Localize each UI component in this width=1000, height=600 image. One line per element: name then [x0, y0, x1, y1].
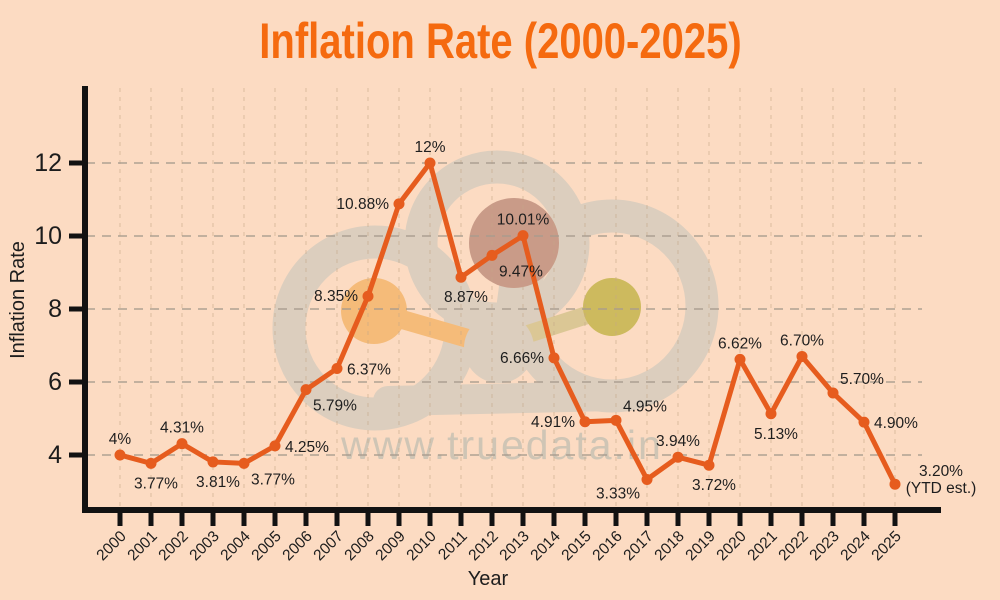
data-point: [362, 290, 374, 302]
data-point-label: 4.90%: [874, 415, 918, 432]
data-point-label: 5.79%: [313, 398, 357, 415]
data-point-label: 5.70%: [840, 371, 884, 388]
watermark-node-right: [583, 278, 641, 336]
data-point: [455, 271, 467, 283]
y-tick-label: 4: [48, 441, 62, 469]
y-tick-label: 8: [48, 295, 62, 323]
x-tick-label: 2001: [124, 528, 160, 564]
series-layer: [114, 157, 901, 490]
x-tick-label: 2014: [527, 528, 564, 565]
data-point: [486, 249, 498, 261]
data-point: [734, 353, 746, 365]
x-tick-label: 2005: [248, 528, 284, 564]
x-tick-label: 2007: [310, 528, 346, 564]
data-point-label: 5.13%: [754, 426, 798, 443]
data-point-label: 3.33%: [596, 485, 640, 502]
x-tick-label: 2024: [837, 528, 874, 565]
x-tick-label: 2020: [713, 528, 750, 565]
data-point-label: 4.91%: [531, 414, 575, 431]
data-point: [424, 157, 436, 169]
x-tick-label: 2012: [465, 528, 501, 564]
data-point: [517, 230, 529, 242]
data-point: [238, 457, 250, 469]
data-point-label: 3.77%: [134, 475, 178, 492]
data-point-label: 4.95%: [623, 398, 667, 415]
data-point: [145, 457, 157, 469]
data-point: [300, 384, 312, 396]
data-point: [703, 459, 715, 471]
data-point: [610, 414, 622, 426]
data-point: [579, 416, 591, 428]
data-point-label: 3.81%: [196, 474, 240, 491]
watermark-cloud-base: [373, 381, 629, 416]
data-point-label: 3.20%: [919, 463, 963, 480]
data-point: [796, 350, 808, 362]
data-point-label: 3.72%: [692, 477, 736, 494]
x-tick-label: 2017: [620, 528, 656, 564]
data-point-label: 3.77%: [251, 471, 295, 488]
data-point: [269, 440, 281, 452]
data-point-label: 6.37%: [347, 361, 391, 378]
watermark-text: www.truedata.in: [340, 422, 663, 468]
x-tick-label: 2016: [589, 528, 625, 564]
data-point-note: (YTD est.): [906, 480, 977, 497]
data-point: [548, 352, 560, 364]
x-tick-label: 2002: [155, 528, 191, 564]
data-point-label: 4%: [109, 431, 132, 448]
x-tick-label: 2011: [435, 528, 471, 564]
data-point-label: 10.88%: [336, 196, 389, 213]
data-point-label: 12%: [414, 139, 445, 156]
data-point: [858, 416, 870, 428]
data-point: [331, 362, 343, 374]
x-tick-label: 2018: [651, 528, 687, 564]
x-tick-label: 2023: [806, 528, 842, 564]
data-line: [117, 160, 898, 487]
x-tick-label: 2025: [868, 528, 904, 564]
data-point-label: 9.47%: [499, 263, 543, 280]
x-axis-title: Year: [468, 568, 509, 590]
data-point-label: 6.62%: [718, 335, 762, 352]
x-tick-label: 2006: [279, 528, 315, 564]
y-axis-title: Inflation Rate: [7, 241, 29, 359]
x-tick-label: 2009: [372, 528, 408, 564]
data-point: [207, 456, 219, 468]
x-tick-label: 2003: [186, 528, 222, 564]
x-tick-label: 2008: [341, 528, 377, 564]
data-point-label: 6.70%: [780, 332, 824, 349]
data-point-label: 4.25%: [285, 439, 329, 456]
x-tick-label: 2015: [558, 528, 594, 564]
watermark-node-center: [464, 313, 534, 383]
x-tick-label: 2000: [93, 528, 130, 565]
y-tick-label: 10: [34, 222, 62, 250]
data-point-label: 3.94%: [656, 433, 700, 450]
data-point: [176, 438, 188, 450]
x-tick-label: 2013: [496, 528, 532, 564]
watermark-node-left: [341, 278, 407, 344]
y-tick-label: 12: [34, 149, 62, 177]
data-point-label: 4.31%: [160, 420, 204, 437]
x-tick-label: 2004: [217, 528, 254, 565]
x-tick-label: 2021: [744, 528, 780, 564]
x-tick-label: 2022: [775, 528, 811, 564]
data-point-label: 8.35%: [314, 288, 358, 305]
data-point-label: 6.66%: [500, 350, 544, 367]
data-point: [765, 408, 777, 420]
data-point: [672, 451, 684, 463]
data-point: [889, 478, 901, 490]
data-point: [641, 473, 653, 485]
x-tick-label: 2010: [403, 528, 440, 565]
data-point: [114, 449, 126, 461]
grid-layer: [86, 88, 922, 510]
data-point-label: 10.01%: [497, 212, 550, 229]
x-tick-label: 2019: [682, 528, 718, 564]
data-point: [827, 387, 839, 399]
y-tick-label: 6: [48, 368, 62, 396]
point-label-layer: 4% 3.77% 4.31% 3.81% 3.77% 4.25% 5.79% 6.37% 8.3…: [109, 139, 977, 502]
data-point: [393, 198, 405, 210]
data-point-label: 8.87%: [444, 289, 488, 306]
